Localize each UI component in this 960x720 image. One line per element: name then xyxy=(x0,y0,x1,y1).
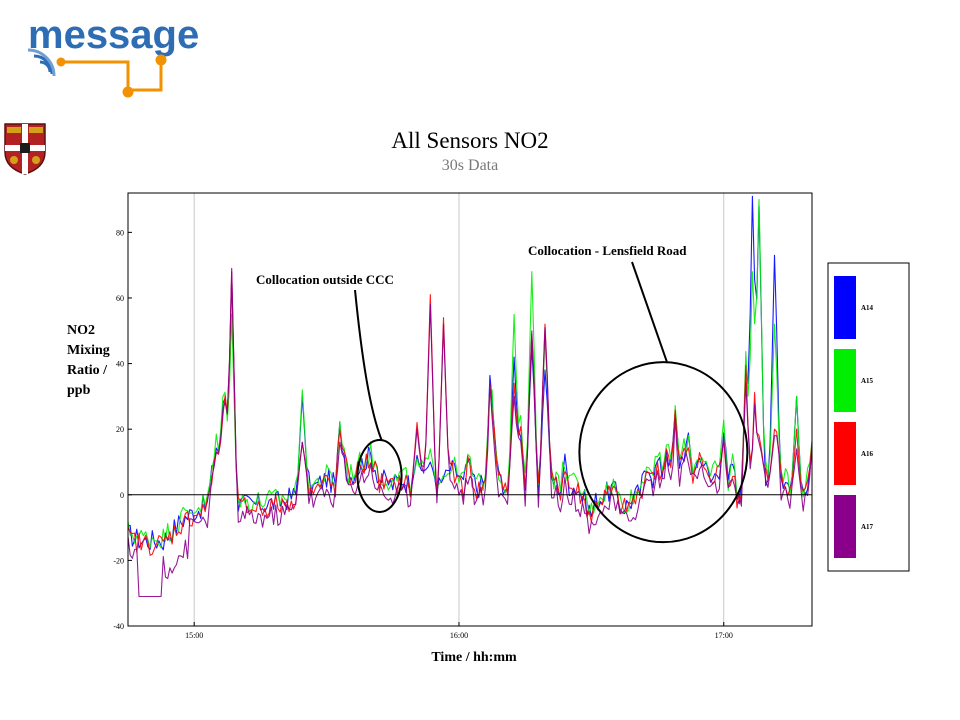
legend-swatch-a16 xyxy=(834,422,856,485)
message-logo-wordmark: message xyxy=(28,13,199,57)
coat-of-arms-icon xyxy=(4,123,46,175)
annotation-ellipse xyxy=(356,438,403,513)
x-tick-label: 16:00 xyxy=(450,631,468,640)
x-tick-label: 17:00 xyxy=(715,631,733,640)
y-tick-label: 20 xyxy=(116,425,124,434)
legend-swatch-a15 xyxy=(834,349,856,412)
y-tick-label: -40 xyxy=(113,622,124,631)
y-axis-label-line: NO2 xyxy=(67,323,95,338)
y-axis-label-line: ppb xyxy=(67,383,91,398)
legend-label-a14: A14 xyxy=(861,304,874,312)
chart-subtitle: 30s Data xyxy=(441,157,499,174)
legend-label-a15: A15 xyxy=(861,377,874,385)
y-axis-label-line: Ratio / xyxy=(67,363,108,378)
annotation-ellipse xyxy=(578,361,749,544)
annotation-pointer xyxy=(354,289,383,441)
legend-label-a17: A17 xyxy=(861,523,874,531)
series-line-a16 xyxy=(127,271,813,556)
x-tick-label: 15:00 xyxy=(185,631,203,640)
annotation-label: Collocation outside CCC xyxy=(256,272,394,287)
message-logo: message xyxy=(28,13,199,98)
annotation-pointer xyxy=(631,261,668,363)
annotation-label: Collocation - Lensfield Road xyxy=(528,243,687,258)
y-axis-label-line: Mixing xyxy=(67,343,110,358)
plot-frame xyxy=(127,192,813,627)
legend-swatch-a14 xyxy=(834,276,856,339)
legend-swatch-a17 xyxy=(834,495,856,558)
y-tick-label: 0 xyxy=(120,491,124,500)
y-tick-label: 80 xyxy=(116,228,124,237)
y-tick-label: -20 xyxy=(113,556,124,565)
chart-title: All Sensors NO2 xyxy=(391,128,549,153)
x-axis-label: Time / hh:mm xyxy=(431,650,517,665)
series-line-a17 xyxy=(127,267,813,598)
y-tick-label: 60 xyxy=(116,294,124,303)
signal-waves-icon xyxy=(28,48,56,77)
circuit-path-icon xyxy=(56,54,167,98)
y-tick-label: 40 xyxy=(116,360,124,369)
legend-label-a16: A16 xyxy=(861,450,874,458)
y-axis-label: NO2 Mixing Ratio / ppb xyxy=(67,321,110,401)
